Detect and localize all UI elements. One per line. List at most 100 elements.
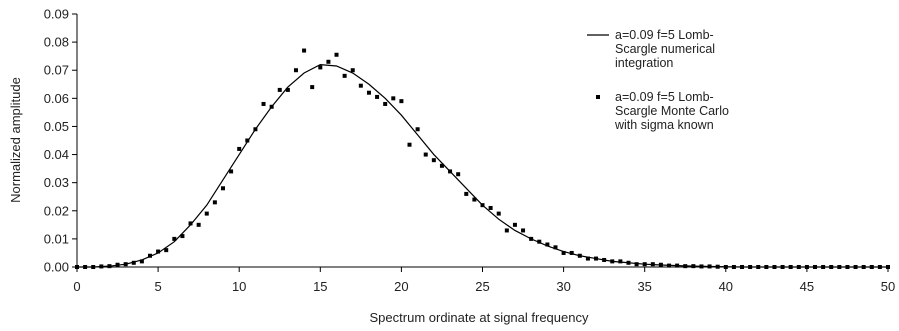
scatter-point	[618, 259, 623, 264]
scatter-point	[553, 245, 558, 250]
legend-swatch	[596, 95, 600, 99]
scatter-point	[837, 265, 842, 269]
scatter-point	[156, 249, 161, 254]
x-tick-label: 10	[232, 279, 246, 294]
scatter-point	[504, 228, 509, 233]
scatter-point	[772, 265, 777, 269]
scatter-point	[748, 265, 753, 269]
scatter-point	[212, 200, 217, 205]
scatter-point	[285, 87, 290, 92]
scatter-point	[131, 260, 136, 265]
scatter-point	[845, 265, 850, 269]
scatter-point	[383, 101, 388, 106]
scatter-point	[683, 264, 688, 269]
scatter-point	[107, 264, 112, 269]
scatter-point	[237, 146, 242, 151]
scatter-point	[512, 222, 517, 227]
scatter-point	[529, 236, 534, 241]
scatter-point	[788, 265, 793, 269]
scatter-point	[302, 48, 307, 53]
scatter-point	[667, 263, 672, 268]
scatter-point	[229, 169, 234, 174]
scatter-point	[172, 236, 177, 241]
x-tick-label: 20	[394, 279, 408, 294]
scatter-point	[139, 259, 144, 264]
y-axis-label: Normalized amplitude	[8, 77, 23, 203]
scatter-point	[731, 265, 736, 269]
y-tick-label: 0.03	[44, 175, 69, 190]
scatter-point	[293, 68, 298, 73]
scatter-point	[569, 250, 574, 255]
scatter-point	[886, 265, 890, 269]
legend-label: a=0.09 f=5 Lomb-Scargle numerical integr…	[615, 28, 716, 70]
scatter-point	[869, 265, 874, 269]
x-tick-label: 25	[475, 279, 489, 294]
scatter-point	[350, 68, 355, 73]
y-tick-label: 0.04	[44, 147, 69, 162]
scatter-point	[675, 263, 680, 268]
scatter-point	[326, 59, 331, 64]
y-tick-label: 0.09	[44, 7, 69, 22]
x-tick-label: 15	[313, 279, 327, 294]
scatter-point	[715, 264, 720, 269]
scatter-point	[399, 99, 404, 104]
scatter-point	[626, 260, 631, 265]
scatter-point	[464, 191, 469, 196]
scatter-point	[456, 172, 461, 177]
scatter-point	[366, 90, 371, 95]
scatter-point	[415, 127, 420, 132]
x-tick-label: 30	[556, 279, 570, 294]
scatter-point	[804, 265, 809, 269]
scatter-point	[253, 127, 258, 132]
scatter-point	[829, 265, 834, 269]
x-tick-label: 50	[881, 279, 895, 294]
scatter-point	[496, 211, 501, 216]
scatter-point	[610, 259, 615, 264]
y-tick-label: 0.06	[44, 91, 69, 106]
scatter-point	[545, 242, 550, 247]
y-tick-label: 0.07	[44, 63, 69, 78]
scatter-point	[164, 248, 169, 253]
scatter-point	[115, 262, 120, 267]
scatter-point	[342, 73, 347, 78]
scatter-point	[853, 265, 858, 269]
scatter-point	[764, 265, 769, 269]
scatter-point	[796, 265, 801, 269]
legend-label: a=0.09 f=5 Lomb-Scargle Monte Carlo with…	[615, 90, 729, 132]
scatter-point	[180, 234, 185, 239]
y-tick-label: 0.02	[44, 203, 69, 218]
scatter-point	[423, 152, 428, 157]
scatter-point	[585, 256, 590, 261]
x-tick-label: 5	[154, 279, 161, 294]
scatter-point	[407, 142, 412, 147]
scatter-point	[699, 264, 704, 269]
scatter-point	[358, 83, 363, 88]
scatter-point	[147, 253, 152, 258]
scatter-point	[594, 256, 599, 261]
scatter-point	[780, 265, 785, 269]
scatter-point	[277, 87, 282, 92]
x-axis-label: Spectrum ordinate at signal frequency	[370, 310, 589, 325]
scatter-point	[537, 239, 542, 244]
scatter-point	[91, 265, 96, 269]
scatter-point	[261, 101, 266, 106]
y-tick-label: 0.05	[44, 119, 69, 134]
scatter-point	[821, 265, 826, 269]
scatter-point	[813, 265, 818, 269]
scatter-point	[375, 94, 380, 99]
scatter-point	[83, 265, 88, 269]
scatter-point	[577, 253, 582, 258]
scatter-point	[658, 262, 663, 267]
scatter-point	[877, 265, 882, 269]
scatter-point	[188, 221, 193, 226]
scatter-point	[318, 65, 323, 70]
scatter-point	[220, 186, 225, 191]
scatter-point	[634, 262, 639, 267]
x-tick-label: 0	[73, 279, 80, 294]
scatter-point	[602, 257, 607, 262]
scatter-point	[472, 197, 477, 202]
x-tick-label: 40	[719, 279, 733, 294]
scatter-point	[561, 250, 566, 255]
scatter-point	[861, 265, 866, 269]
